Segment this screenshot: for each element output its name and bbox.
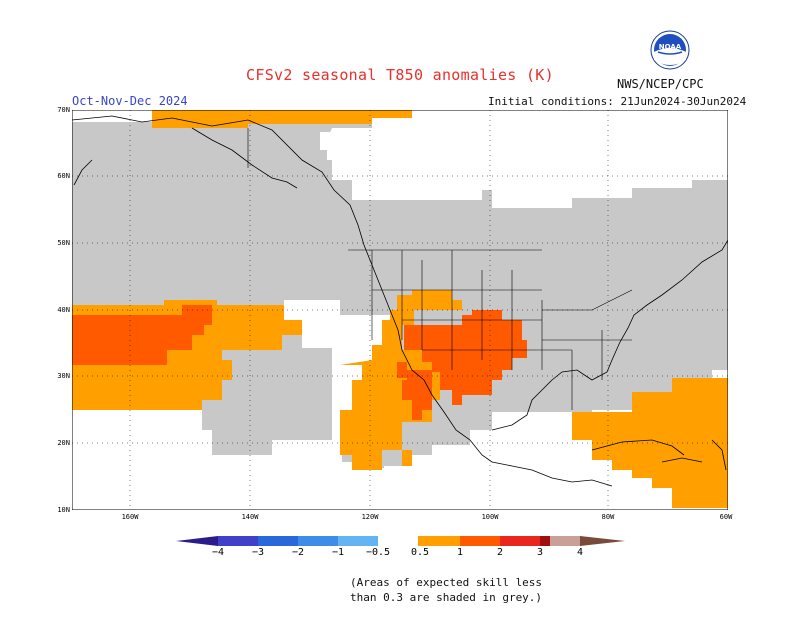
legend-swatch-neutral [378,536,418,546]
graticule [72,110,728,510]
coastlines [72,115,728,487]
lon-label: 60W [719,513,733,521]
legend-tick-label: −0.5 [365,547,391,558]
lat-label: 40N [57,306,70,314]
legend-tick-label: 4 [576,547,584,558]
legend-tick-label: 3 [536,547,544,558]
color-legend [176,536,625,546]
legend-tick-label: 2 [496,547,504,558]
noaa-logo: NOAA [650,30,690,70]
legend-tick-label: 1 [456,547,464,558]
legend-tick-label: −4 [211,547,225,558]
lat-label: 20N [57,439,70,447]
neutral-areas [72,128,728,510]
legend-swatch-below-m4 [176,536,218,546]
lon-label: 100W [481,513,499,521]
lat-label: 50N [57,239,70,247]
lon-label: 140W [241,513,259,521]
lat-label: 10N [57,506,70,514]
legend-swatch [500,536,540,546]
legend-swatch [460,536,500,546]
legend-swatch [258,536,298,546]
legend-tick-label: 0.5 [410,547,430,558]
lon-label: 160W [121,513,139,521]
anomaly-1-2-areas [72,305,527,420]
legend-tick-label: −2 [291,547,305,558]
legend-swatch [550,536,580,546]
legend-swatch [338,536,378,546]
lon-label: 80W [601,513,615,521]
logo-text: NOAA [659,43,682,51]
anomaly-map [72,110,728,510]
map-title: CFSv2 seasonal T850 anomalies (K) [246,66,554,84]
skill-note: (Areas of expected skill less than 0.3 a… [350,576,543,604]
legend-tick-label: −1 [331,547,345,558]
lat-label: 60N [57,172,70,180]
forecast-period: Oct-Nov-Dec 2024 [72,94,188,108]
initial-conditions: Initial conditions: 21Jun2024-30Jun2024 [488,95,747,108]
legend-swatch [298,536,338,546]
agency-label: NWS/NCEP/CPC [617,77,704,91]
lat-label: 70N [57,106,70,114]
lon-label: 120W [361,513,379,521]
lat-label: 30N [57,372,70,380]
legend-swatch [418,536,460,546]
legend-swatch-above-p4 [580,536,625,546]
legend-tick-label: −3 [251,547,265,558]
legend-swatch [218,536,258,546]
